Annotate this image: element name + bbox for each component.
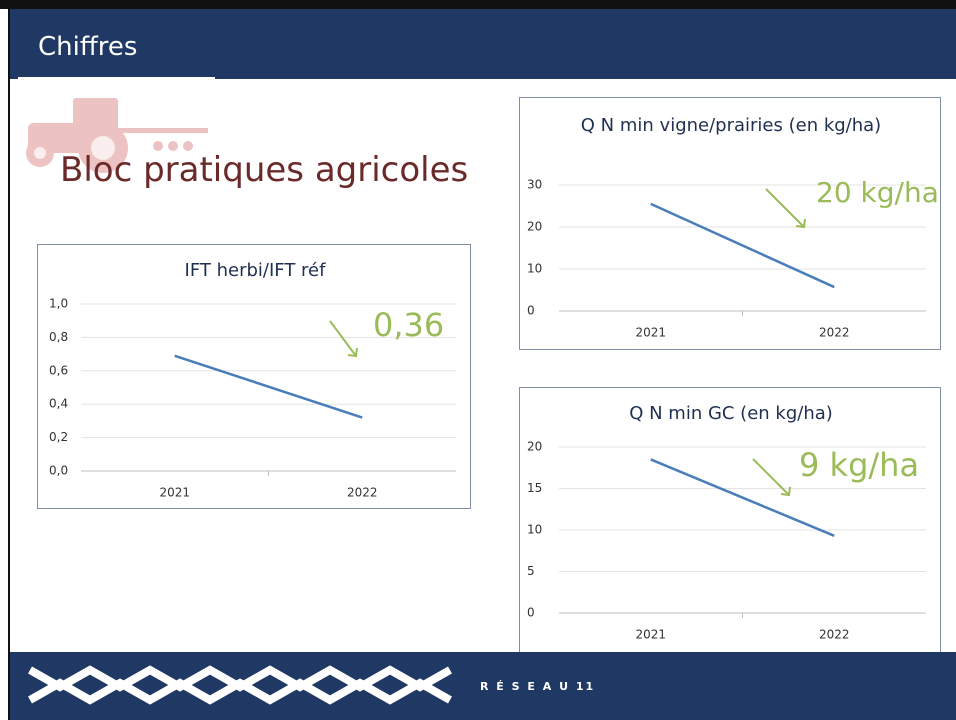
y-tick-label: 5 bbox=[527, 564, 535, 578]
tractor-icon bbox=[26, 98, 208, 173]
chart-box: 0 10 20 30 2021 2022 Q N min vigne/prairies (e… bbox=[519, 97, 941, 350]
annotation-arrowhead bbox=[347, 347, 358, 358]
x-tick-label: 2021 bbox=[159, 486, 190, 500]
y-tick-label: 10 bbox=[527, 523, 542, 537]
y-tick-label: 15 bbox=[527, 481, 542, 495]
y-tick-label: 0 bbox=[527, 304, 535, 318]
line-series bbox=[650, 202, 835, 289]
chart-box: 0,0 0,2 0,4 0,6 0,8 1,0 2021 2022 IFT herbi/IFT … bbox=[37, 244, 471, 509]
top-border bbox=[0, 0, 956, 9]
y-tick-label: 0,2 bbox=[49, 430, 68, 444]
footer-brand: R É S E A U 11 bbox=[480, 680, 596, 693]
chart-title: IFT herbi/IFT réf bbox=[184, 260, 326, 281]
annotation-arrowhead bbox=[780, 486, 791, 497]
plot: 0 5 10 15 20 2021 2022 bbox=[527, 440, 926, 642]
header-title: Chiffres bbox=[38, 32, 138, 62]
left-border bbox=[8, 0, 10, 720]
annotation-arrow bbox=[329, 320, 357, 357]
y-tick-label: 20 bbox=[527, 440, 542, 454]
plot: 0,0 0,2 0,4 0,6 0,8 1,0 2021 2022 bbox=[49, 297, 456, 500]
y-tick-label: 0,6 bbox=[49, 363, 68, 377]
line-series bbox=[174, 354, 363, 419]
annotation-arrow bbox=[752, 458, 790, 496]
y-tick-label: 0,4 bbox=[49, 397, 68, 411]
y-tick-label: 10 bbox=[527, 262, 542, 276]
y-tick-label: 0 bbox=[527, 606, 535, 620]
y-tick-label: 1,0 bbox=[49, 297, 68, 311]
x-tick-label: 2022 bbox=[819, 628, 850, 642]
plot: 0 10 20 30 2021 2022 bbox=[527, 178, 926, 340]
y-tick-label: 0,0 bbox=[49, 464, 68, 478]
chart-box: 0 5 10 15 20 2021 2022 Q N min GC (en kg/ha) 9 k… bbox=[519, 387, 941, 657]
y-tick-label: 30 bbox=[527, 178, 542, 192]
x-tick-label: 2021 bbox=[635, 628, 666, 642]
header-bar bbox=[10, 9, 956, 79]
header-strip bbox=[18, 77, 215, 80]
annotation: 9 kg/ha bbox=[799, 445, 920, 484]
x-tick-label: 2022 bbox=[819, 326, 850, 340]
chart-title: Q N min vigne/prairies (en kg/ha) bbox=[580, 115, 882, 136]
annotation: 0,36 bbox=[373, 305, 445, 344]
annotation-arrow bbox=[765, 188, 805, 228]
y-tick-label: 20 bbox=[527, 220, 542, 234]
x-tick-label: 2022 bbox=[347, 486, 378, 500]
chart-title: Q N min GC (en kg/ha) bbox=[629, 403, 833, 424]
line-series bbox=[650, 458, 835, 537]
x-tick-label: 2021 bbox=[635, 326, 666, 340]
section-title: Bloc pratiques agricoles bbox=[60, 150, 469, 190]
footer-waves bbox=[28, 665, 452, 705]
annotation: 20 kg/ha bbox=[816, 176, 939, 210]
annotation-arrowhead bbox=[795, 218, 806, 229]
y-tick-label: 0,8 bbox=[49, 330, 68, 344]
